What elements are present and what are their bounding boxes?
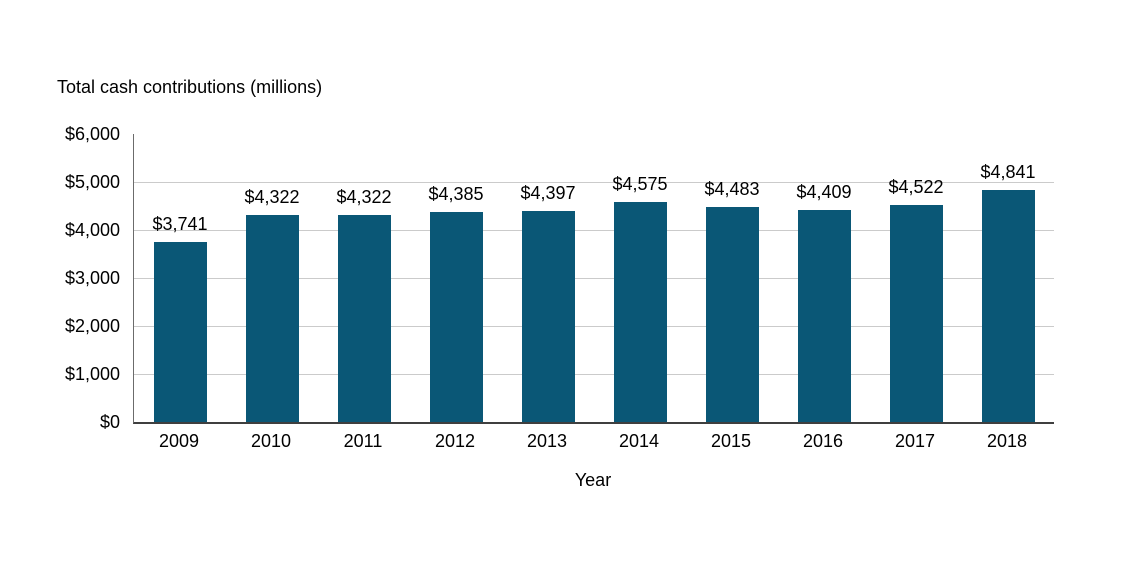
- x-tick-label: 2017: [894, 431, 936, 451]
- bar: [706, 207, 759, 422]
- bar-value-label: $4,841: [980, 162, 1036, 182]
- gridline: [134, 182, 1054, 183]
- y-tick-label: $5,000: [64, 172, 120, 192]
- bar-value-label: $4,322: [244, 187, 300, 207]
- bar-value-label: $4,575: [612, 174, 668, 194]
- y-tick-label: $0: [99, 412, 120, 432]
- bar-value-label: $4,385: [428, 184, 484, 204]
- bar: [430, 212, 483, 422]
- gridline: [134, 326, 1054, 327]
- x-tick-label: 2015: [710, 431, 752, 451]
- x-tick-label: 2009: [158, 431, 200, 451]
- bar: [798, 210, 851, 422]
- gridline: [134, 230, 1054, 231]
- gridline: [134, 374, 1054, 375]
- y-tick-label: $1,000: [64, 364, 120, 384]
- y-tick-label: $2,000: [64, 316, 120, 336]
- gridline: [134, 278, 1054, 279]
- bar: [614, 202, 667, 422]
- bar: [338, 215, 391, 422]
- x-tick-label: 2013: [526, 431, 568, 451]
- x-tick-label: 2011: [343, 431, 383, 451]
- bar: [890, 205, 943, 422]
- chart-title: Total cash contributions (millions): [57, 77, 323, 97]
- x-tick-label: 2014: [618, 431, 660, 451]
- y-tick-label: $6,000: [64, 124, 120, 144]
- x-tick-label: 2012: [434, 431, 476, 451]
- bar-value-label: $4,522: [888, 177, 944, 197]
- bar-value-label: $4,483: [704, 179, 760, 199]
- bar-value-label: $3,741: [152, 214, 208, 234]
- x-tick-label: 2016: [802, 431, 844, 451]
- bar: [246, 215, 299, 422]
- bar-value-label: $4,397: [520, 183, 576, 203]
- bar: [154, 242, 207, 422]
- bar: [522, 211, 575, 422]
- bar: [982, 190, 1035, 422]
- x-tick-label: 2010: [250, 431, 292, 451]
- y-tick-label: $4,000: [64, 220, 120, 240]
- plot-area: $3,741 $4,322 $4,322 $4,385 $4,397 $4,575 $4,4…: [133, 134, 1054, 424]
- bar-value-label: $4,409: [796, 182, 852, 202]
- x-tick-label: 2018: [986, 431, 1028, 451]
- x-axis-title: Year: [574, 470, 612, 490]
- bar-value-label: $4,322: [336, 187, 392, 207]
- y-tick-label: $3,000: [64, 268, 120, 288]
